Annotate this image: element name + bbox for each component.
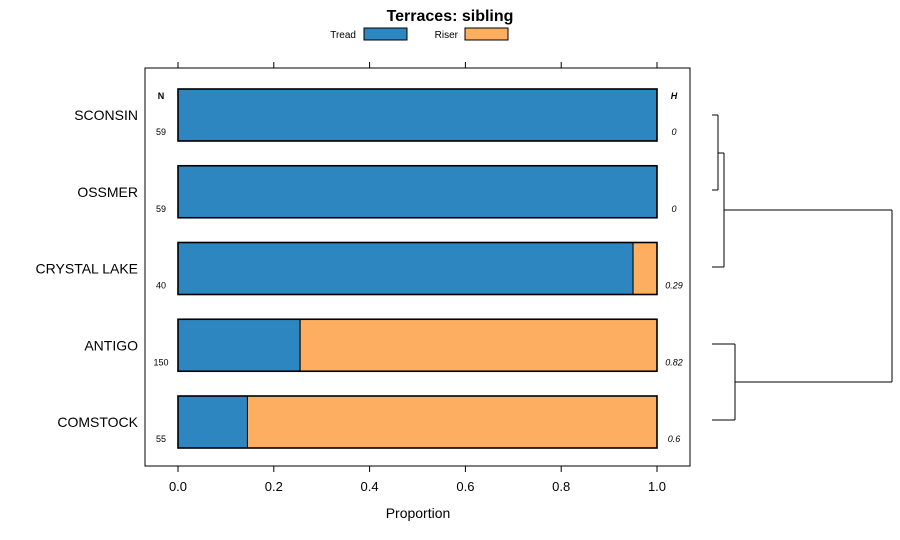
legend: Tread Riser <box>330 27 509 41</box>
n-value: 40 <box>156 281 166 291</box>
category-label: SCONSIN <box>74 107 138 123</box>
bar-outline <box>177 318 658 373</box>
legend-swatch-riser <box>464 27 509 41</box>
n-value: 59 <box>156 204 166 214</box>
category-label: OSSMER <box>77 184 138 200</box>
n-column-header: N <box>158 91 165 101</box>
bar-segment-tread <box>177 165 658 219</box>
bar-outline <box>177 395 658 449</box>
bar-outline <box>177 88 658 142</box>
h-value: 0 <box>671 204 676 214</box>
x-tick-label: 0.0 <box>169 479 187 494</box>
bar-segment-tread <box>177 88 658 142</box>
bars-layer: SCONSIN 59 0 OSSMER 59 0 CRYSTAL LAKE 40 0.29 ANT… <box>36 88 683 449</box>
category-label: COMSTOCK <box>57 414 138 430</box>
bar-segment-tread <box>177 318 301 372</box>
category-label: ANTIGO <box>84 337 138 353</box>
h-value: 0.29 <box>665 281 683 291</box>
bar-segment-tread <box>177 395 248 449</box>
dendrogram <box>712 114 893 421</box>
n-value: 59 <box>156 127 166 137</box>
bar-segment-riser <box>246 395 658 449</box>
n-value: 55 <box>156 434 166 444</box>
x-tick-label: 0.2 <box>265 479 283 494</box>
x-tick-label: 1.0 <box>648 479 666 494</box>
h-value: 0.82 <box>665 357 683 367</box>
h-value: 0 <box>671 127 676 137</box>
legend-label-tread: Tread <box>330 30 356 41</box>
category-label: CRYSTAL LAKE <box>36 261 138 277</box>
h-value: 0.6 <box>668 434 681 444</box>
x-axis-label: Proportion <box>386 505 451 521</box>
x-tick-label: 0.6 <box>456 479 474 494</box>
bar-segment-riser <box>299 318 658 372</box>
x-axis: 0.0 0.2 0.4 0.6 0.8 1.0 <box>169 62 666 494</box>
legend-swatch-tread <box>363 27 408 41</box>
x-tick-label: 0.4 <box>361 479 379 494</box>
h-column-header: H <box>671 91 678 101</box>
bar-outline <box>177 241 658 296</box>
chart-title: Terraces: sibling <box>387 8 514 25</box>
n-value: 150 <box>153 357 168 367</box>
bar-outline <box>177 164 658 219</box>
bar-segment-riser <box>632 242 658 295</box>
bar-segment-tread <box>177 242 634 295</box>
x-tick-label: 0.8 <box>552 479 570 494</box>
legend-label-riser: Riser <box>435 30 459 41</box>
plot-panel <box>144 67 691 467</box>
